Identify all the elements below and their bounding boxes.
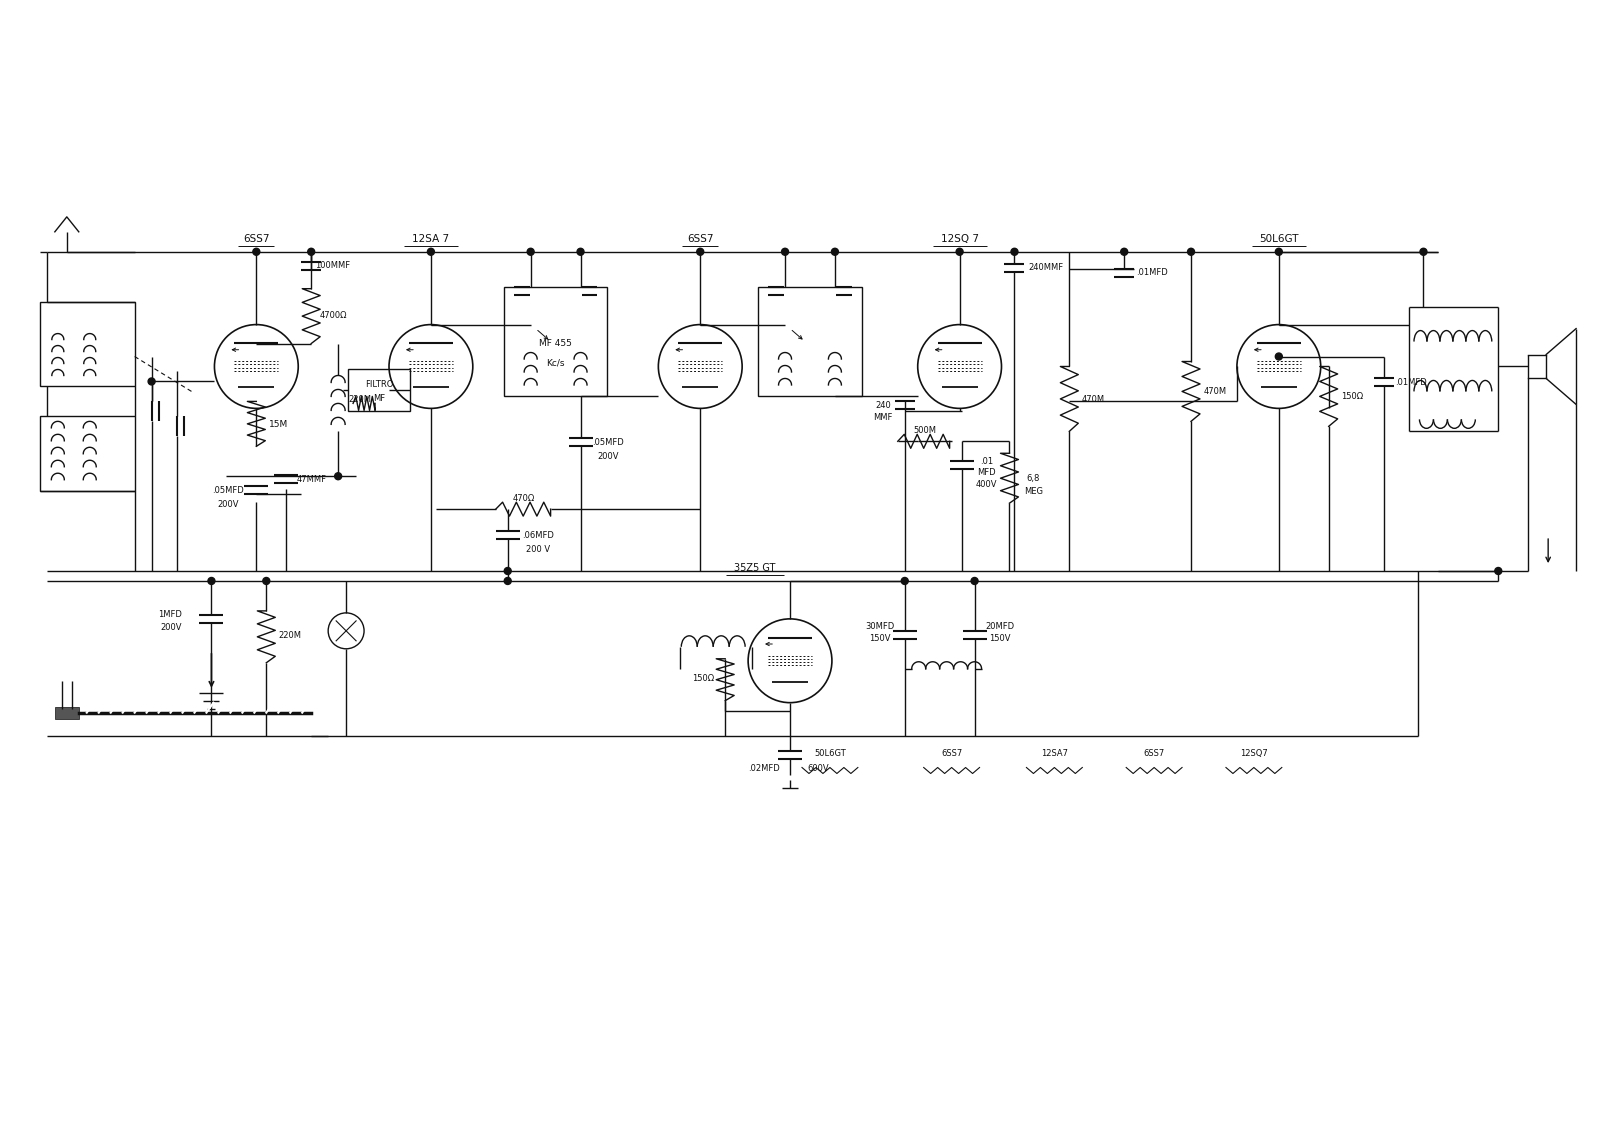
Text: 20MFD: 20MFD — [986, 622, 1014, 631]
Circle shape — [1494, 568, 1502, 575]
Circle shape — [253, 249, 259, 256]
Circle shape — [578, 249, 584, 256]
Text: 470Ω: 470Ω — [512, 493, 534, 502]
Circle shape — [1275, 353, 1282, 360]
Text: 600V: 600V — [806, 765, 829, 772]
Text: 150Ω: 150Ω — [1341, 392, 1363, 400]
Circle shape — [334, 473, 342, 480]
Circle shape — [427, 249, 435, 256]
Text: 15M: 15M — [269, 421, 288, 430]
Text: 200V: 200V — [160, 623, 181, 632]
Circle shape — [832, 249, 838, 256]
Text: .02MFD: .02MFD — [749, 765, 781, 772]
Circle shape — [1120, 249, 1128, 256]
Text: 470M: 470M — [1203, 387, 1227, 396]
Text: MMF: MMF — [874, 413, 893, 422]
Text: 220M: 220M — [349, 395, 371, 404]
Text: 200V: 200V — [598, 451, 619, 460]
Text: 150Ω: 150Ω — [693, 674, 714, 683]
Text: 12SA7: 12SA7 — [1042, 749, 1067, 758]
Circle shape — [1419, 249, 1427, 256]
Bar — [54, 707, 78, 718]
Text: .05MFD: .05MFD — [592, 438, 624, 447]
Circle shape — [696, 249, 704, 256]
Text: MF 455: MF 455 — [539, 339, 573, 348]
Text: 1MFD: 1MFD — [158, 611, 181, 620]
Text: 150V: 150V — [989, 634, 1010, 644]
Bar — [349, 370, 410, 412]
Circle shape — [149, 378, 155, 385]
Text: 12SA 7: 12SA 7 — [413, 234, 450, 244]
Text: .01: .01 — [979, 457, 994, 466]
Text: 6SS7: 6SS7 — [686, 234, 714, 244]
Circle shape — [504, 578, 512, 585]
Text: Kc/s: Kc/s — [546, 359, 565, 368]
Circle shape — [307, 249, 315, 256]
Circle shape — [262, 578, 270, 585]
Text: 100MMF: 100MMF — [315, 261, 350, 270]
Text: MEG: MEG — [1024, 486, 1043, 495]
Text: 12SQ 7: 12SQ 7 — [941, 234, 979, 244]
Text: .06MFD: .06MFD — [522, 530, 554, 539]
Text: .01MFD: .01MFD — [1395, 378, 1427, 387]
Text: 6SS7: 6SS7 — [243, 234, 269, 244]
Text: 35Z5 GT: 35Z5 GT — [734, 563, 776, 573]
Bar — [504, 286, 608, 397]
Text: 200V: 200V — [218, 500, 238, 509]
Text: 400V: 400V — [976, 480, 997, 489]
Bar — [758, 286, 862, 397]
Text: 50L6GT: 50L6GT — [1259, 234, 1299, 244]
Bar — [40, 416, 134, 491]
Circle shape — [781, 249, 789, 256]
Text: MF: MF — [373, 395, 386, 404]
Text: 30MFD: 30MFD — [866, 622, 894, 631]
Text: 6,8: 6,8 — [1027, 474, 1040, 483]
Text: 6SS7: 6SS7 — [941, 749, 962, 758]
Circle shape — [504, 568, 512, 575]
Circle shape — [901, 578, 909, 585]
Text: 50L6GT: 50L6GT — [814, 749, 846, 758]
Text: 200 V: 200 V — [525, 544, 550, 553]
Text: 150V: 150V — [869, 634, 891, 644]
Text: 240: 240 — [875, 400, 891, 409]
Circle shape — [1011, 249, 1018, 256]
Text: MFD: MFD — [978, 468, 995, 477]
Text: .05MFD: .05MFD — [213, 485, 245, 494]
Text: 12SQ7: 12SQ7 — [1240, 749, 1267, 758]
Circle shape — [208, 578, 214, 585]
Circle shape — [526, 249, 534, 256]
Text: 220M: 220M — [278, 631, 302, 640]
Text: 4700Ω: 4700Ω — [320, 311, 347, 320]
Text: 47MMF: 47MMF — [296, 475, 326, 484]
Text: .01MFD: .01MFD — [1136, 268, 1168, 277]
Text: 500M: 500M — [914, 426, 936, 434]
Text: FILTRO: FILTRO — [365, 380, 394, 389]
Circle shape — [971, 578, 978, 585]
Text: 6SS7: 6SS7 — [1144, 749, 1165, 758]
Circle shape — [957, 249, 963, 256]
Bar — [40, 302, 134, 387]
Text: 240MMF: 240MMF — [1029, 264, 1064, 273]
Circle shape — [1187, 249, 1195, 256]
Text: 470M: 470M — [1082, 395, 1106, 404]
Circle shape — [1275, 249, 1282, 256]
